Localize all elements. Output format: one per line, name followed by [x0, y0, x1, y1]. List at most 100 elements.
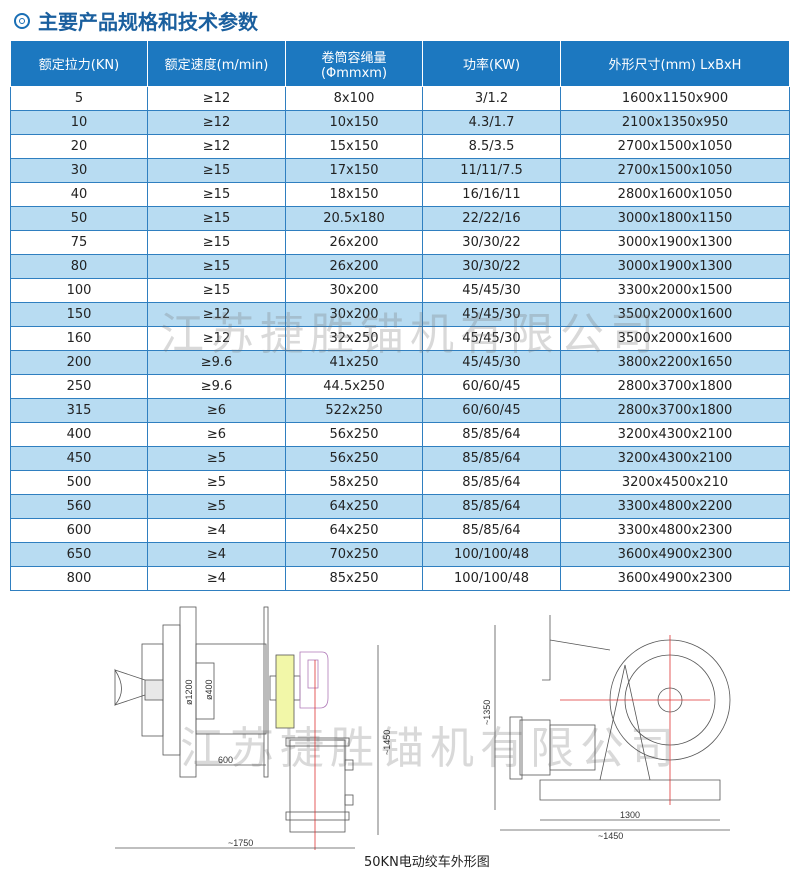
table-cell: 2800x3700x1800: [560, 374, 790, 399]
table-cell: 8.5/3.5: [422, 134, 561, 159]
height-label: ~1450: [382, 730, 392, 755]
column-header: 额定拉力(KN): [10, 40, 148, 87]
table-cell: 22/22/16: [422, 206, 561, 231]
table-cell: 3200x4500x210: [560, 470, 790, 495]
table-cell: 85/85/64: [422, 470, 561, 495]
table-row: 160 ≥12 32x250 45/45/30 3500x2000x1600: [10, 326, 790, 351]
table-cell: 30x200: [285, 278, 423, 303]
table-cell: 500: [10, 470, 148, 495]
table-row: 200 ≥9.6 41x250 45/45/30 3800x2200x1650: [10, 350, 790, 375]
table-row: 650 ≥4 70x250 100/100/48 3600x4900x2300: [10, 542, 790, 567]
circle-bullet-icon: [14, 12, 30, 29]
column-header: 卷筒容绳量 (Φmmxm): [285, 40, 423, 87]
table-cell: 85/85/64: [422, 518, 561, 543]
table-cell: 18x150: [285, 182, 423, 207]
table-cell: ≥9.6: [147, 350, 286, 375]
table-row: 20 ≥12 15x150 8.5/3.5 2700x1500x1050: [10, 134, 790, 159]
table-cell: ≥15: [147, 278, 286, 303]
table-cell: 85x250: [285, 566, 423, 591]
table-header-row: 额定拉力(KN) 额定速度(m/min) 卷筒容绳量 (Φmmxm) 功率(KW) 外形…: [10, 40, 790, 87]
table-cell: 3800x2200x1650: [560, 350, 790, 375]
table-cell: 522x250: [285, 398, 423, 423]
table-cell: 2100x1350x950: [560, 110, 790, 135]
table-cell: 800: [10, 566, 148, 591]
table-cell: 600: [10, 518, 148, 543]
table-cell: ≥6: [147, 422, 286, 447]
table-cell: 30: [10, 158, 148, 183]
table-cell: ≥12: [147, 110, 286, 135]
table-cell: 3500x2000x1600: [560, 326, 790, 351]
table-cell: ≥6: [147, 398, 286, 423]
column-header: 外形尺寸(mm) LxBxH: [560, 40, 790, 87]
table-cell: 60/60/45: [422, 374, 561, 399]
length-label: ~1750: [228, 838, 253, 848]
table-cell: 70x250: [285, 542, 423, 567]
table-cell: 4.3/1.7: [422, 110, 561, 135]
table-cell: 2800x1600x1050: [560, 182, 790, 207]
table-cell: 45/45/30: [422, 326, 561, 351]
table-cell: 3300x2000x1500: [560, 278, 790, 303]
table-cell: 15x150: [285, 134, 423, 159]
table-cell: 60/60/45: [422, 398, 561, 423]
table-cell: ≥5: [147, 494, 286, 519]
table-cell: 20.5x180: [285, 206, 423, 231]
table-cell: 44.5x250: [285, 374, 423, 399]
table-cell: 85/85/64: [422, 422, 561, 447]
table-cell: 5: [10, 86, 148, 111]
table-cell: 100: [10, 278, 148, 303]
table-cell: 17x150: [285, 158, 423, 183]
table-cell: 2700x1500x1050: [560, 158, 790, 183]
table-cell: ≥15: [147, 158, 286, 183]
table-cell: 160: [10, 326, 148, 351]
table-cell: 58x250: [285, 470, 423, 495]
table-cell: 400: [10, 422, 148, 447]
table-cell: 30/30/22: [422, 230, 561, 255]
side-view-drawing: ~1350 1300 ~1450: [482, 615, 731, 841]
table-cell: 75: [10, 230, 148, 255]
table-cell: ≥12: [147, 86, 286, 111]
side-height-label: ~1350: [482, 700, 492, 725]
table-cell: 32x250: [285, 326, 423, 351]
table-cell: 16/16/11: [422, 182, 561, 207]
table-cell: 45/45/30: [422, 278, 561, 303]
table-cell: ≥5: [147, 446, 286, 471]
table-cell: 250: [10, 374, 148, 399]
table-cell: 200: [10, 350, 148, 375]
table-cell: 3000x1900x1300: [560, 230, 790, 255]
table-cell: 56x250: [285, 446, 423, 471]
table-cell: 50: [10, 206, 148, 231]
drawing-caption: 50KN电动绞车外形图: [364, 855, 490, 870]
drum-dia-label: ø1200: [184, 679, 194, 705]
table-cell: 30x200: [285, 302, 423, 327]
section-title: 主要产品规格和技术参数: [14, 6, 258, 35]
table-cell: ≥12: [147, 302, 286, 327]
table-cell: ≥15: [147, 254, 286, 279]
width-label: 600: [218, 755, 233, 765]
table-cell: 3300x4800x2300: [560, 518, 790, 543]
table-cell: 80: [10, 254, 148, 279]
table-cell: 560: [10, 494, 148, 519]
table-cell: 650: [10, 542, 148, 567]
table-cell: ≥15: [147, 230, 286, 255]
table-cell: 3200x4300x2100: [560, 446, 790, 471]
table-cell: 20: [10, 134, 148, 159]
table-cell: 450: [10, 446, 148, 471]
table-cell: 8x100: [285, 86, 423, 111]
table-row: 40 ≥15 18x150 16/16/11 2800x1600x1050: [10, 182, 790, 207]
column-header: 额定速度(m/min): [147, 40, 286, 87]
table-row: 5 ≥12 8x100 3/1.2 1600x1150x900: [10, 86, 790, 111]
table-cell: 3000x1900x1300: [560, 254, 790, 279]
table-cell: 3600x4900x2300: [560, 566, 790, 591]
table-cell: 85/85/64: [422, 446, 561, 471]
table-cell: 3000x1800x1150: [560, 206, 790, 231]
table-cell: 2800x3700x1800: [560, 398, 790, 423]
table-cell: 3500x2000x1600: [560, 302, 790, 327]
table-row: 500 ≥5 58x250 85/85/64 3200x4500x210: [10, 470, 790, 495]
table-row: 400 ≥6 56x250 85/85/64 3200x4300x2100: [10, 422, 790, 447]
table-cell: 64x250: [285, 494, 423, 519]
table-row: 315 ≥6 522x250 60/60/45 2800x3700x1800: [10, 398, 790, 423]
table-row: 80 ≥15 26x200 30/30/22 3000x1900x1300: [10, 254, 790, 279]
table-cell: 1600x1150x900: [560, 86, 790, 111]
table-cell: ≥5: [147, 470, 286, 495]
table-row: 560 ≥5 64x250 85/85/64 3300x4800x2200: [10, 494, 790, 519]
